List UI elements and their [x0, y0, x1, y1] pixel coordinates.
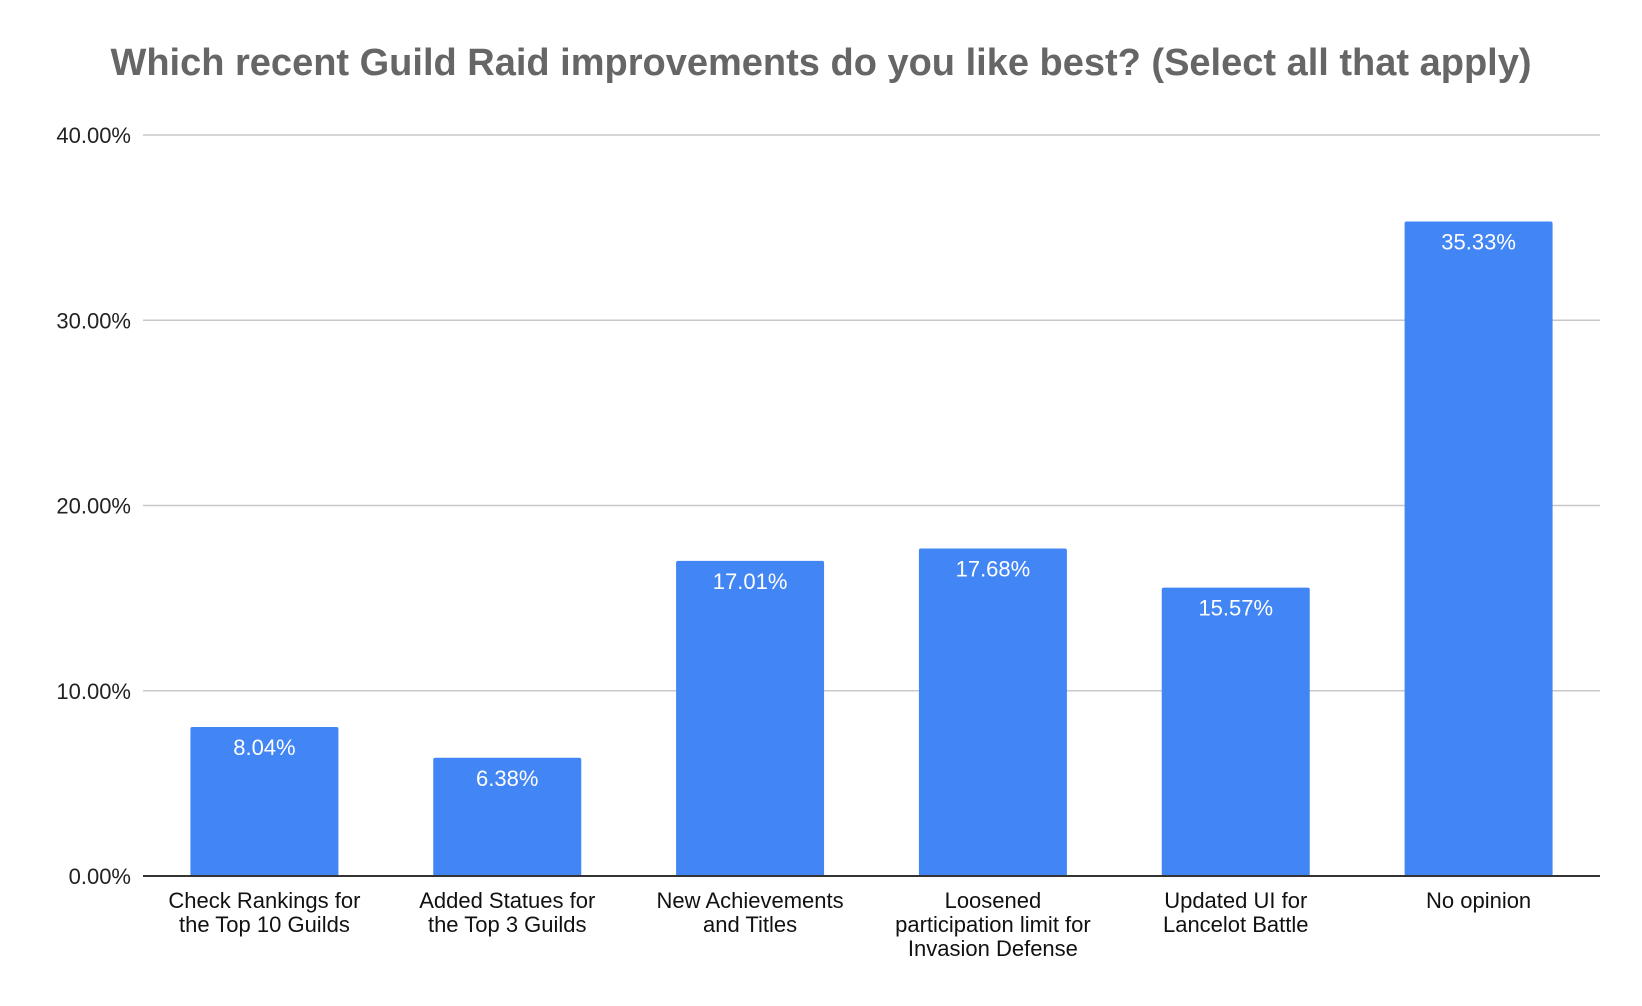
category-label-line: the Top 10 Guilds [179, 912, 350, 937]
category-label-line: participation limit for [895, 912, 1091, 937]
y-tick-label: 0.00% [69, 864, 131, 889]
bar [918, 548, 1067, 876]
data-label: 17.68% [956, 556, 1031, 581]
data-label: 17.01% [713, 569, 788, 594]
bar [190, 727, 339, 876]
data-label: 6.38% [476, 766, 538, 791]
bar [676, 560, 825, 876]
bars [190, 221, 1553, 877]
category-label-line: New Achievements [657, 888, 844, 913]
category-label: Added Statues for the Top 3 Guilds [419, 888, 595, 937]
y-tick-label: 10.00% [56, 679, 131, 704]
bar [1404, 221, 1553, 877]
category-label-line: Loosened [945, 888, 1042, 913]
y-axis-ticks: 0.00% 10.00% 20.00% 30.00% 40.00% [56, 123, 131, 889]
y-tick-label: 40.00% [56, 123, 131, 148]
category-label-line: No opinion [1426, 888, 1531, 913]
category-label-line: Lancelot Battle [1163, 912, 1309, 937]
data-label: 8.04% [233, 735, 295, 760]
category-label-line: Check Rankings for [168, 888, 360, 913]
y-tick-label: 30.00% [56, 308, 131, 333]
category-label-line: and Titles [703, 912, 797, 937]
category-label-line: Updated UI for [1164, 888, 1307, 913]
category-label: Check Rankings for the Top 10 Guilds [168, 888, 360, 937]
category-label-line: the Top 3 Guilds [428, 912, 587, 937]
bar [1161, 587, 1310, 876]
data-labels: 8.04% 6.38% 17.01% 17.68% 15.57% 35.33% [233, 230, 1516, 791]
category-label: New Achievements and Titles [657, 888, 844, 937]
chart-title: Which recent Guild Raid improvements do … [110, 42, 1532, 84]
data-label: 15.57% [1198, 596, 1273, 621]
bar [433, 757, 582, 876]
data-label: 35.33% [1441, 230, 1516, 255]
grid-lines [143, 134, 1600, 692]
category-labels: Check Rankings for the Top 10 Guilds Added… [168, 888, 1531, 961]
category-label: No opinion [1426, 888, 1531, 913]
y-tick-label: 20.00% [56, 494, 131, 519]
category-label-line: Added Statues for [419, 888, 595, 913]
category-label-line: Invasion Defense [908, 936, 1078, 961]
category-label: Updated UI for Lancelot Battle [1163, 888, 1309, 937]
category-label: Loosened participation limit for Invasion … [895, 888, 1091, 961]
